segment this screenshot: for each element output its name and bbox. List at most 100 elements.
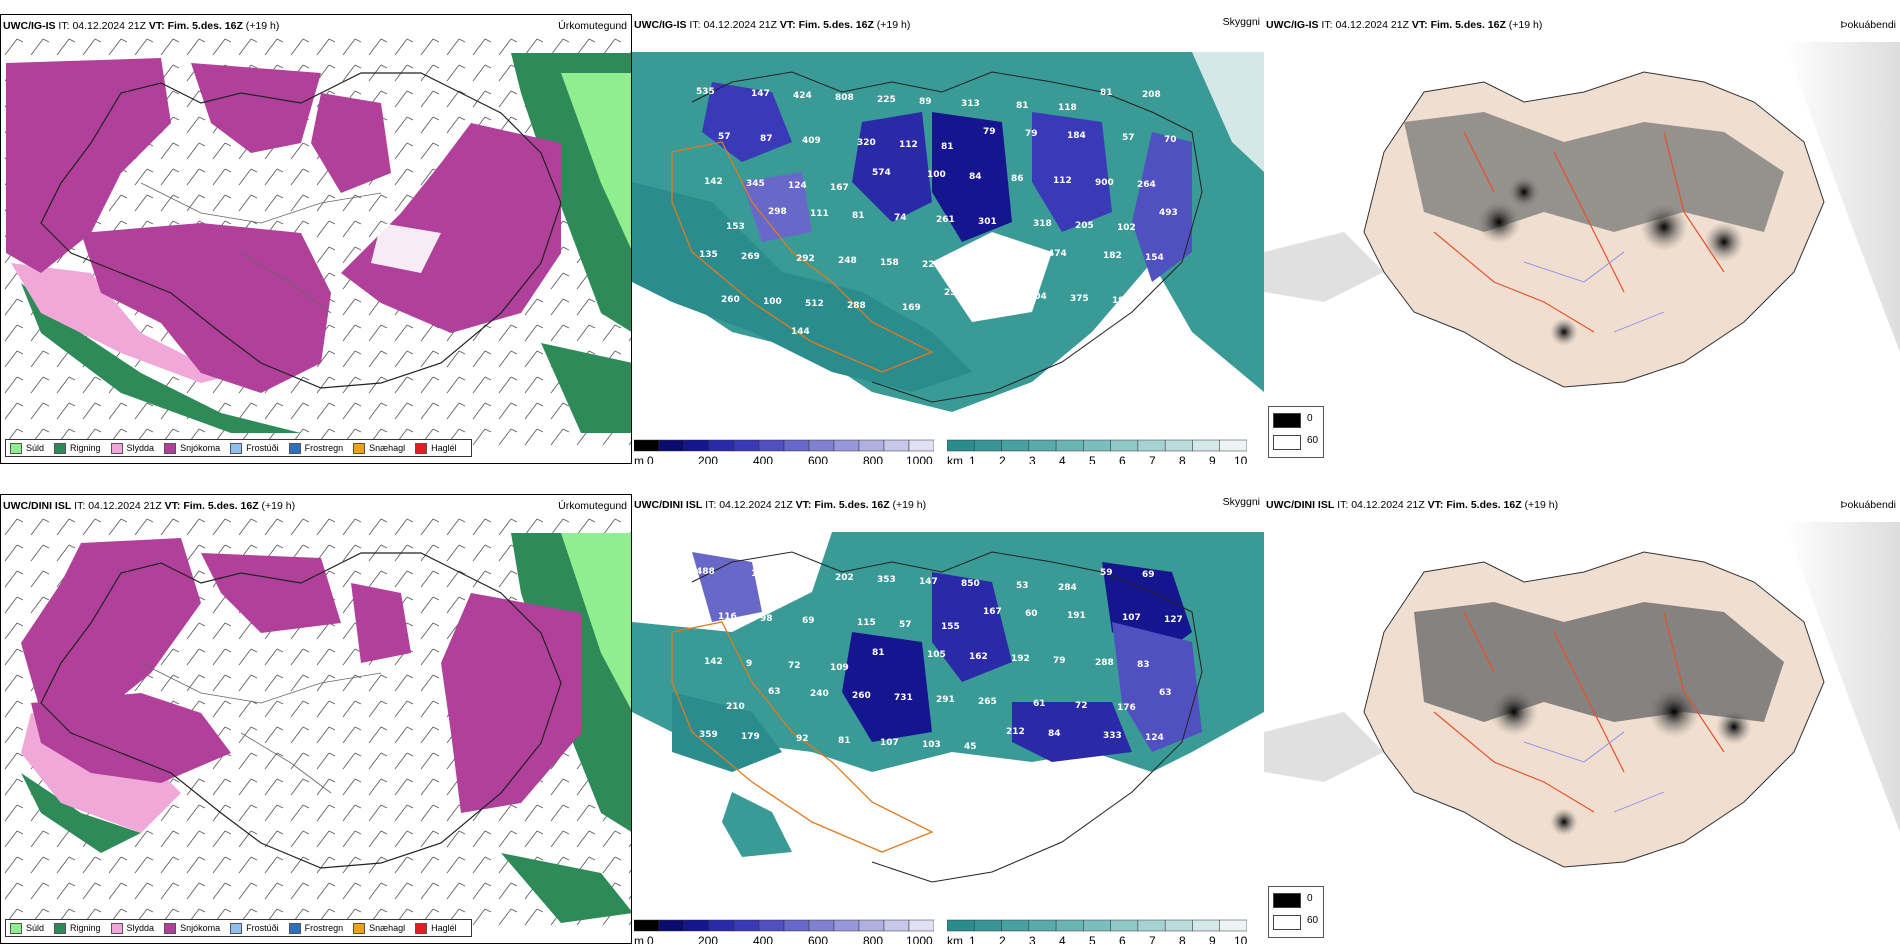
visibility-value: 74: [894, 213, 907, 223]
visibility-value: 260: [721, 295, 740, 305]
visibility-value: 182: [1103, 251, 1122, 261]
visibility-value: 72: [788, 661, 801, 671]
legend-item-1: Rigning: [54, 442, 101, 454]
visibility-value: 135: [699, 250, 718, 260]
visibility-value: 60: [1025, 609, 1038, 619]
visibility-scale-km: [947, 439, 1247, 452]
visibility-value: 202: [835, 573, 854, 583]
scale-tick: 200: [698, 934, 719, 944]
scale-tick: 1000: [906, 454, 933, 464]
scale-tick: 600: [808, 934, 829, 944]
visibility-value: 147: [919, 577, 938, 587]
lead-time: (+19 h): [1524, 499, 1559, 511]
visibility-value: 98: [760, 614, 773, 624]
panel-header: UWC/DINI ISL IT: 04.12.2024 21Z VT: Fim.…: [1266, 499, 1558, 511]
vt-label: VT:: [148, 20, 165, 32]
visibility-value: 124: [788, 181, 807, 191]
visibility-value: 89: [919, 97, 932, 107]
fog-panel-row1: UWC/IG-IS IT: 04.12.2024 21Z VT: Fim. 5.…: [1264, 14, 1900, 464]
visibility-value: 111: [810, 209, 829, 219]
visibility-value: 124: [1145, 733, 1164, 743]
scale-tick: 4: [1059, 934, 1066, 944]
scale-tick: 9: [1209, 454, 1216, 464]
fog-legend-swatch: [1273, 915, 1301, 930]
visibility-value: 301: [978, 217, 997, 227]
visibility-value: 194: [1112, 296, 1131, 306]
visibility-value: 92: [796, 734, 809, 744]
scale-swatch: [947, 439, 975, 452]
visibility-value: 535: [696, 87, 715, 97]
legend-label: Rigning: [70, 443, 101, 453]
visibility-value: 269: [741, 252, 760, 262]
scale-swatch: [733, 439, 760, 452]
visibility-value: 158: [880, 258, 899, 268]
visibility-value: 192: [1011, 654, 1030, 664]
visibility-values: 535 147 424 808 225 89 313 81 118 81 208 57 87 409 320…: [696, 87, 1178, 352]
legend-label: Súld: [26, 443, 45, 453]
panel-header: UWC/IG-IS IT: 04.12.2024 21Z VT: Fim. 5.…: [634, 19, 910, 31]
visibility-value: 191: [1067, 611, 1086, 621]
visibility-value: 153: [726, 222, 745, 232]
legend-label: Snæhagl: [369, 443, 406, 453]
panel-header: UWC/DINI ISL IT: 04.12.2024 21Z VT: Fim.…: [634, 499, 926, 511]
model-name: UWC/IG-IS: [634, 19, 687, 31]
scale-swatch: [1055, 439, 1084, 452]
visibility-value: 207: [793, 571, 812, 581]
valid-time: Fim. 5.des. 16Z: [1430, 19, 1506, 31]
visibility-value: 79: [1053, 656, 1066, 666]
visibility-value: 112: [1053, 176, 1072, 186]
init-time: 04.12.2024 21Z: [719, 499, 793, 511]
legend-swatch: [230, 442, 243, 454]
scale-tick: 2: [999, 934, 1006, 944]
scale-swatch: [947, 919, 975, 932]
visibility-value: 142: [704, 177, 723, 187]
scale-swatch: [1055, 919, 1084, 932]
legend-item-5: Frostregn: [288, 922, 344, 934]
visibility-value: 127: [1164, 615, 1183, 625]
visibility-value: 57: [1122, 133, 1135, 143]
scale-tick: 0: [647, 934, 654, 944]
visibility-value: 265: [978, 697, 997, 707]
scale-swatch: [758, 919, 785, 932]
visibility-value: 359: [699, 730, 718, 740]
visibility-value: 291: [936, 695, 955, 705]
visibility-value: 488: [696, 567, 715, 577]
legend-label: Snæhagl: [369, 923, 406, 933]
vt-label: VT:: [795, 499, 812, 511]
visibility-value: 345: [746, 179, 765, 189]
scale-swatch: [1192, 919, 1220, 932]
visibility-value: 160: [749, 342, 768, 352]
legend-label: Snjókoma: [180, 923, 221, 933]
visibility-value: 731: [894, 693, 913, 703]
legend-label: Frostregn: [304, 923, 344, 933]
init-time: 04.12.2024 21Z: [1351, 499, 1425, 511]
panel-header: UWC/DINI ISL IT: 04.12.2024 21Z VT: Fim.…: [3, 500, 295, 512]
visibility-scale: m 0 200 400 600 800 1000 km 1 2 3 4 5 6 …: [634, 919, 1259, 944]
visibility-value: 154: [1006, 247, 1025, 257]
scale-tick: 5: [1089, 454, 1096, 464]
lead-time: (+19 h): [261, 500, 296, 512]
scale-swatch: [1219, 439, 1247, 452]
visibility-values: 488 186 207 202 353 147 850 53 284 59 69 116 98 69 115…: [696, 567, 1183, 789]
model-name: UWC/IG-IS: [3, 20, 56, 32]
legend-item-7: Haglél: [415, 922, 457, 934]
scale-tick: 4: [1059, 454, 1066, 464]
legend-swatch: [415, 922, 428, 934]
model-name: UWC/DINI ISL: [3, 500, 72, 512]
scale-swatch: [1028, 919, 1057, 932]
valid-time: Fim. 5.des. 16Z: [1446, 499, 1522, 511]
it-label: IT:: [689, 19, 701, 31]
visibility-map: 535 147 424 808 225 89 313 81 118 81 208 57 87 409 320…: [632, 32, 1264, 432]
visibility-value: 53: [1016, 581, 1029, 591]
lead-time: (+19 h): [876, 19, 911, 31]
visibility-value: 292: [796, 254, 815, 264]
visibility-value: 313: [961, 99, 980, 109]
visibility-value: 210: [726, 702, 745, 712]
scale-tick: 8: [1179, 934, 1186, 944]
legend-label: Rigning: [70, 923, 101, 933]
visibility-value: 184: [1067, 131, 1086, 141]
scale-swatch: [858, 439, 885, 452]
scale-swatch: [1001, 439, 1030, 452]
visibility-value: 375: [1070, 294, 1089, 304]
visibility-scale-km: [947, 919, 1247, 932]
